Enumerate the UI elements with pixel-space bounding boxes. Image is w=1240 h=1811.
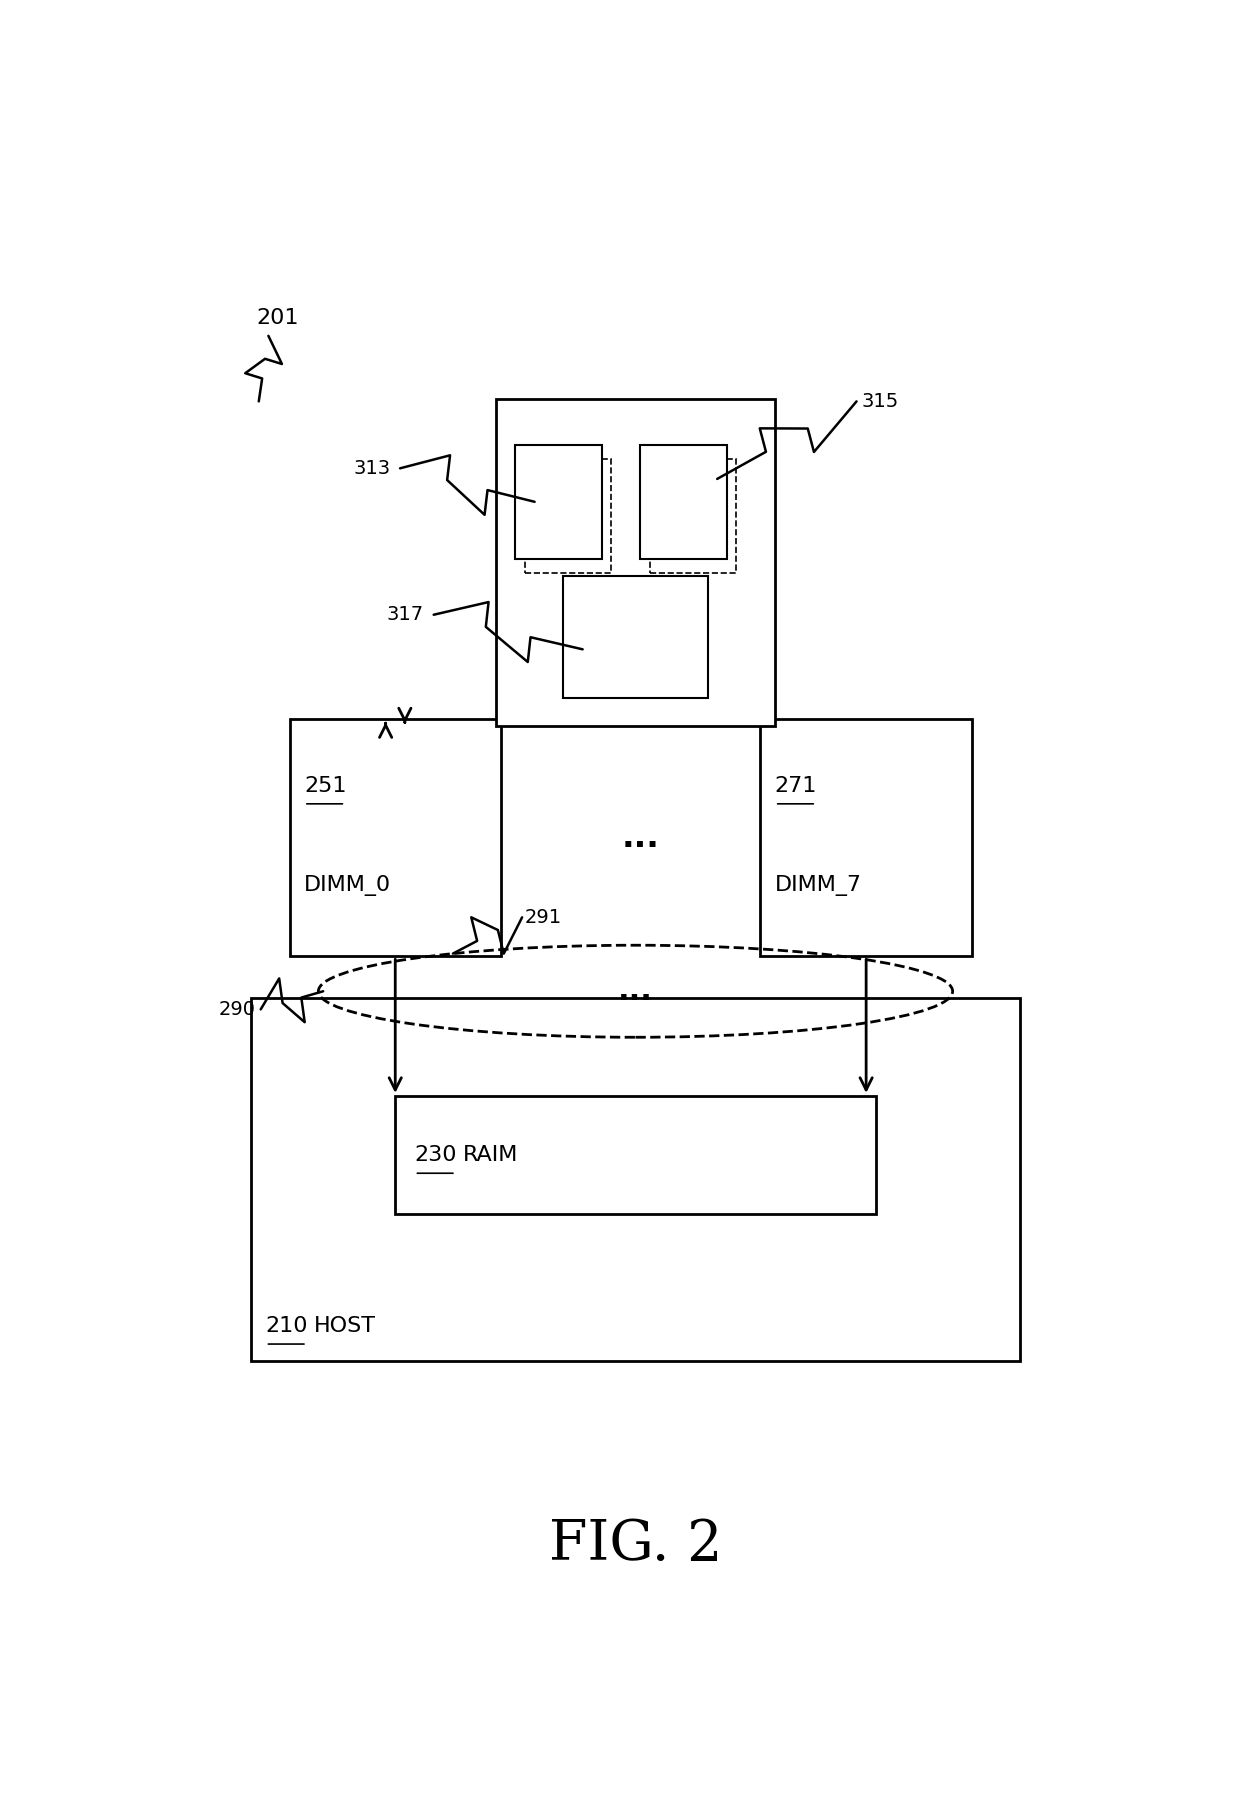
- Text: DIMM_7: DIMM_7: [775, 875, 862, 896]
- Text: 291: 291: [525, 907, 562, 927]
- Bar: [250, 998, 1021, 1360]
- Bar: [563, 576, 708, 699]
- Bar: [760, 719, 972, 956]
- Bar: [290, 719, 501, 956]
- Text: ...: ...: [621, 822, 660, 855]
- Text: 313: 313: [353, 458, 391, 478]
- Bar: [640, 446, 727, 560]
- Text: 290: 290: [219, 1000, 255, 1020]
- Text: 201: 201: [255, 308, 299, 328]
- Text: 317: 317: [387, 605, 424, 625]
- Bar: [396, 1096, 875, 1215]
- Text: ...: ...: [618, 976, 653, 1005]
- Text: 210: 210: [265, 1317, 308, 1337]
- Text: ED: ED: [668, 493, 699, 513]
- Text: HOST: HOST: [314, 1317, 376, 1337]
- Bar: [496, 398, 775, 726]
- Bar: [516, 446, 601, 560]
- Text: 251: 251: [304, 775, 346, 795]
- Text: 230: 230: [414, 1145, 458, 1164]
- Bar: [525, 458, 611, 572]
- Text: 315: 315: [862, 391, 899, 411]
- Text: B: B: [627, 627, 644, 647]
- Bar: [650, 458, 737, 572]
- Text: FIG. 2: FIG. 2: [549, 1518, 722, 1572]
- Text: DIMM_0: DIMM_0: [304, 875, 391, 896]
- Text: 271: 271: [775, 775, 817, 795]
- Text: RAIM: RAIM: [463, 1145, 518, 1164]
- Text: DD: DD: [542, 493, 575, 513]
